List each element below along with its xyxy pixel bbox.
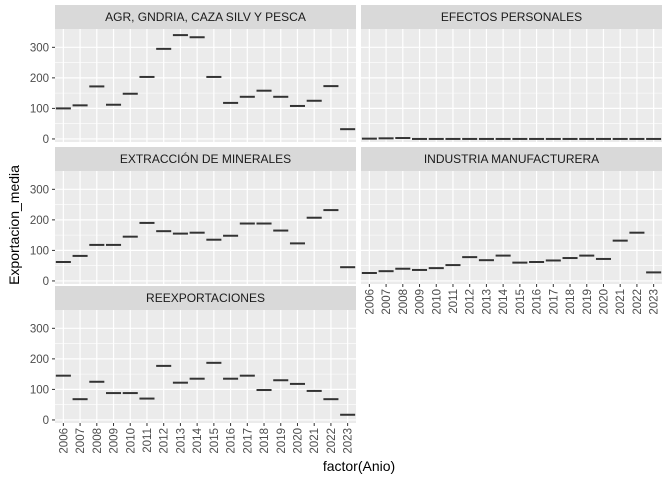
facet-3-xtick-label: 2021 <box>615 289 627 315</box>
facet-3-xtick-label: 2009 <box>415 289 427 315</box>
facet-4: REEXPORTACIONES 0 100 200 300 2006 2007 2008 200… <box>30 286 356 454</box>
facet-3-xtick-label: 2008 <box>398 289 410 315</box>
facet-3-xtick-label: 2020 <box>598 289 610 315</box>
facet-4-xtick-label: 2006 <box>58 428 70 454</box>
facet-3-xtick-label: 2023 <box>649 289 661 315</box>
facet-4-xtick-label: 2010 <box>125 428 137 454</box>
facet-0-ytick-label: 200 <box>30 73 49 85</box>
facet-4-xtick-label: 2019 <box>276 428 288 454</box>
facet-3-xtick-label: 2018 <box>565 289 577 315</box>
facet-1-strip <box>361 5 662 29</box>
facet-4-ytick-label: 200 <box>30 354 49 366</box>
facet-4-xtick-label: 2017 <box>242 428 254 454</box>
facet-1: EFECTOS PERSONALES <box>361 5 662 142</box>
y-axis-title: Exportacion_media <box>6 165 22 285</box>
facet-3-xtick-label: 2011 <box>448 289 460 314</box>
facet-4-xtick-label: 2020 <box>292 428 304 454</box>
facet-4-xtick-label: 2022 <box>326 428 338 454</box>
facet-3-xtick-label: 2019 <box>582 289 594 315</box>
facet-4-xtick-label: 2012 <box>159 428 171 454</box>
facet-2-ytick-label: 0 <box>43 276 49 288</box>
facet-0-ytick-label: 0 <box>43 134 49 146</box>
facet-2-title: EXTRACCIÓN DE MINERALES <box>120 151 291 166</box>
facet-2-strip <box>55 147 356 171</box>
facet-4-xtick-label: 2007 <box>75 428 87 454</box>
facet-3-xtick-label: 2006 <box>364 289 376 315</box>
facet-2-ytick-label: 300 <box>30 184 49 196</box>
facet-4-panel <box>55 310 356 423</box>
facet-4-ytick-label: 0 <box>43 415 49 427</box>
facet-4-xtick-label: 2011 <box>142 428 154 453</box>
facet-4-xtick-label: 2013 <box>175 428 187 454</box>
facet-0-ytick-label: 100 <box>30 103 49 115</box>
facet-3-title: INDUSTRIA MANUFACTURERA <box>424 152 599 166</box>
facet-2-ytick-label: 100 <box>30 245 49 257</box>
facet-2: EXTRACCIÓN DE MINERALES 0 100 200 300 <box>30 147 356 288</box>
facet-4-xtick-label: 2021 <box>309 428 321 454</box>
facet-3-xtick-label: 2022 <box>632 289 644 315</box>
facet-4-xtick-label: 2015 <box>209 428 221 454</box>
facet-4-title: REEXPORTACIONES <box>146 291 265 305</box>
facet-3: INDUSTRIA MANUFACTURERA 2006 2007 2008 2009 2… <box>361 147 662 315</box>
facet-4-xtick-label: 2009 <box>109 428 121 454</box>
facet-4-ytick-label: 100 <box>30 384 49 396</box>
facet-4-strip <box>55 286 356 310</box>
facet-2-panel <box>55 171 356 284</box>
facet-3-xtick-label: 2013 <box>481 289 493 315</box>
facet-4-xtick-label: 2016 <box>226 428 238 454</box>
facet-0-title: AGR, GNDRIA, CAZA SILV Y PESCA <box>105 10 306 24</box>
facet-3-xtick-label: 2017 <box>548 289 560 315</box>
facet-4-ytick-label: 300 <box>30 323 49 335</box>
facet-3-xtick-label: 2010 <box>431 289 443 315</box>
facet-3-xtick-label: 2014 <box>498 288 510 314</box>
facet-3-xtick-label: 2007 <box>381 289 393 315</box>
x-axis-title: factor(Anio) <box>323 458 395 474</box>
facet-0: AGR, GNDRIA, CAZA SILV Y PESCA 0 100 200 300 <box>30 5 356 146</box>
facet-0-strip <box>55 5 356 29</box>
facet-2-ytick-label: 200 <box>30 215 49 227</box>
facet-0-ytick-label: 300 <box>30 42 49 54</box>
facet-1-panel <box>361 29 662 142</box>
facet-3-xtick-label: 2015 <box>515 289 527 315</box>
facet-3-strip <box>361 147 662 171</box>
facet-3-panel <box>361 171 662 284</box>
facet-3-xtick-label: 2012 <box>465 289 477 315</box>
facet-4-xtick-label: 2008 <box>92 428 104 454</box>
facet-4-xtick-label: 2014 <box>192 427 204 453</box>
facet-1-title: EFECTOS PERSONALES <box>441 10 582 24</box>
facet-4-xtick-label: 2018 <box>259 428 271 454</box>
facet-3-xtick-label: 2016 <box>532 289 544 315</box>
facet-4-xtick-label: 2023 <box>343 428 355 454</box>
